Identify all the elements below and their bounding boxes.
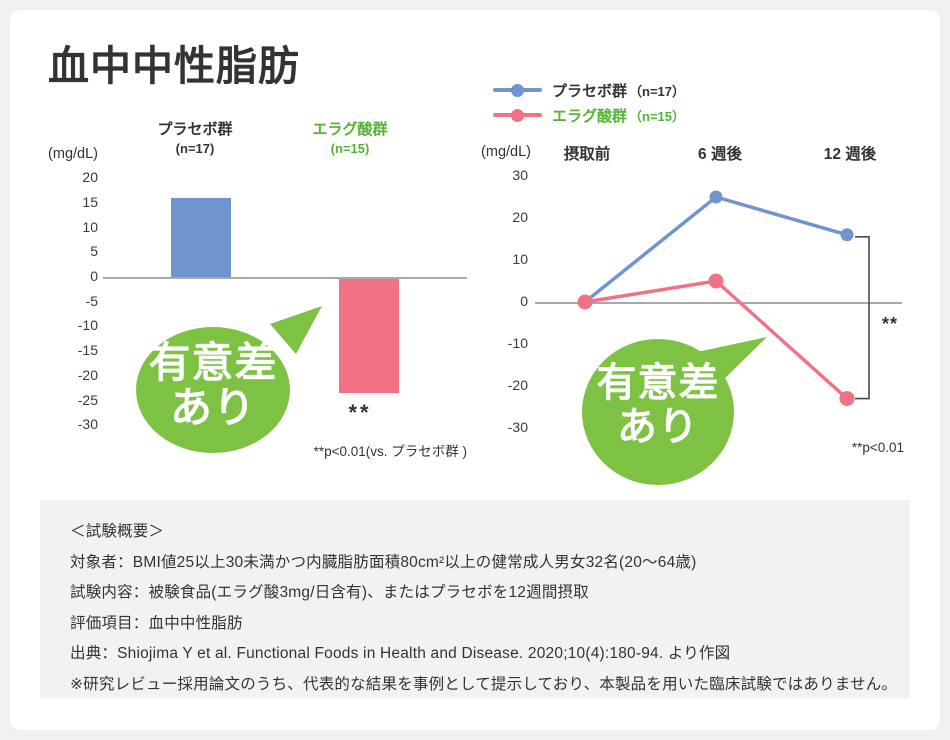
summary-line-subjects: 対象者：BMI値25以上30未満かつ内臓脂肪面積80cm²以上の健常成人男女32… <box>70 553 697 571</box>
bar-group-label-ellagic-name: エラグ酸群 <box>312 121 388 138</box>
y-axis-tick: -20 <box>77 366 98 383</box>
bubble-text-line2: あり <box>617 405 699 449</box>
y-axis-tick: 15 <box>82 193 98 210</box>
bar-group-label-placebo-name: プラセボ群 <box>157 121 233 138</box>
significance-bubble-text-left: 有意差 あり <box>133 340 293 430</box>
legend-line-ellagic-icon <box>493 108 542 122</box>
y-axis-tick: -10 <box>507 335 528 351</box>
summary-line-method: 試験内容：被験食品(エラグ酸3mg/日含有)、またはプラセボを12週間摂取 <box>70 584 589 601</box>
y-axis-tick: -30 <box>507 419 528 435</box>
y-axis-tick: -5 <box>85 292 98 309</box>
bar-significance-note: **p<0.01(vs. プラセボ群 ) <box>313 444 467 459</box>
y-axis-tick: -20 <box>507 377 528 393</box>
y-axis-tick: 5 <box>90 243 98 260</box>
x-label-baseline: 摂取前 <box>563 146 611 163</box>
bar-ellagic <box>339 277 399 394</box>
bar-significance-marker: ** <box>348 400 372 425</box>
summary-line-endpoint: 評価項目：血中中性脂肪 <box>70 614 243 632</box>
legend-line-placebo-icon <box>493 83 542 97</box>
line-significance-note: **p<0.01 <box>851 440 904 455</box>
y-axis-tick: -30 <box>77 416 98 433</box>
legend-label-placebo: プラセボ群 （n=17） <box>552 82 686 100</box>
bar-placebo <box>171 197 231 277</box>
legend-dot-placebo-icon <box>511 83 524 97</box>
bubble-text-line1: 有意差 <box>596 361 720 405</box>
x-label-week6: 6 週後 <box>698 146 742 163</box>
bar-group-label-ellagic: エラグ酸群 (n=15) <box>280 120 420 158</box>
y-axis-tick: 10 <box>82 218 98 235</box>
bubble-text-line1: 有意差 <box>148 339 278 386</box>
summary-line-source: 出典：Shiojima Y et al. Functional Foods in… <box>70 645 731 662</box>
y-axis-tick: 0 <box>520 293 528 309</box>
bar-group-label-placebo: プラセボ群 (n=17) <box>125 120 265 158</box>
significance-bubble-text-right: 有意差 あり <box>578 361 738 449</box>
y-axis-tick: 20 <box>82 169 98 186</box>
bar-group-label-placebo-n: (n=17) <box>175 141 215 157</box>
summary-box: ＜試験概要＞ 対象者：BMI値25以上30未満かつ内臓脂肪面積80cm²以上の健… <box>40 500 910 698</box>
page-title: 血中中性脂肪 <box>48 43 300 89</box>
bar-chart-unit-label: (mg/dL) <box>48 146 98 162</box>
bar-chart-zero-line <box>103 277 467 279</box>
y-axis-tick: 10 <box>512 251 528 267</box>
legend-dot-ellagic-icon <box>511 108 524 122</box>
legend-item-placebo: プラセボ群 （n=17） <box>493 82 686 100</box>
line-significance-marker: ** <box>881 314 898 334</box>
summary-line-disclaimer: ※研究レビュー採用論文のうち、代表的な結果を事例として提示しており、本製品を用い… <box>70 675 898 693</box>
legend-label-ellagic: エラグ酸群 （n=15） <box>552 107 686 125</box>
y-axis-tick: -15 <box>77 342 98 359</box>
line-chart-zero-line <box>535 302 902 304</box>
y-axis-tick: -10 <box>77 317 98 334</box>
legend-item-ellagic: エラグ酸群 （n=15） <box>493 107 686 125</box>
y-axis-tick: -25 <box>77 391 98 408</box>
bar-group-label-ellagic-n: (n=15) <box>330 141 370 157</box>
x-label-week12: 12 週後 <box>823 146 877 163</box>
summary-heading: ＜試験概要＞ <box>70 523 165 540</box>
bubble-text-line2: あり <box>169 384 256 431</box>
y-axis-tick: 0 <box>90 268 98 284</box>
y-axis-tick: 30 <box>512 167 528 183</box>
line-chart-unit-label: (mg/dL) <box>481 144 531 160</box>
y-axis-tick: 20 <box>512 209 528 225</box>
